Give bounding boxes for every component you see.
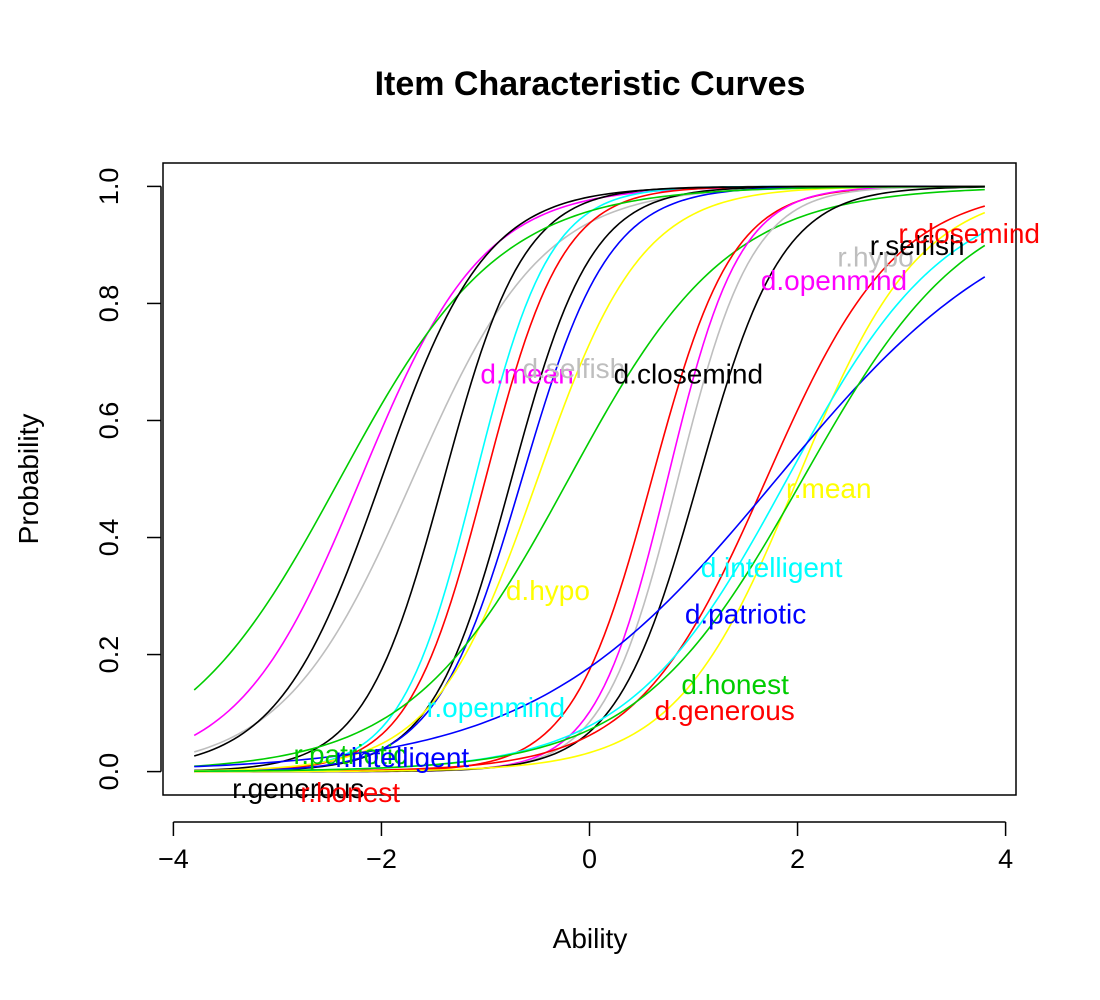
y-tick-label: 0.8 [94,285,124,323]
x-tick-label: −2 [366,844,397,874]
curve-label-d-selfish: d.selfish [523,353,626,384]
y-axis-label: Probability [13,414,44,545]
x-axis-label: Ability [553,923,628,954]
curve-label-d-mean: d.mean [480,359,573,390]
y-tick-label: 1.0 [94,168,124,206]
x-tick-label: −4 [158,844,189,874]
y-axis: 0.0 0.2 0.4 0.6 0.8 1.0 [94,168,162,791]
curve-r-generous [194,244,986,772]
curve-label-r-honest: r.honest [300,777,400,808]
x-tick-label: 4 [998,844,1013,874]
curve-r-curious [193,185,985,757]
curve-label-d-intelligent: d.intelligent [701,552,843,583]
curve-d-curious [193,185,985,691]
curve-label-d-honest: d.honest [681,669,789,700]
y-tick-label: 0.6 [94,402,124,440]
curve-label-r-generous: r.generous [232,773,364,804]
plot-frame [162,162,1017,796]
x-tick-label: 2 [790,844,805,874]
curve-label-r-openmind: r.openmind [427,692,566,723]
curve-label-r-hypo: r.hypo [837,242,913,273]
curve-label-r-mean: r.mean [786,473,872,504]
curve-r-mean [194,211,986,773]
curve-label-d-closemind: d.closemind [614,359,763,390]
curve-d-honest [194,188,985,768]
curve-d-patriotic [194,276,986,768]
curve-label-r-closemind: r.closemind [898,218,1040,249]
curves-group [193,185,986,773]
curve-label-d-generous: d.generous [655,695,795,726]
curve-label-d-openmind: d.openmind [761,265,907,296]
curve-label-r-patriotic: r.patriotic [293,739,407,770]
y-tick-label: 0.4 [94,519,124,557]
curve-label-r-selfish: r.selfish [870,230,965,261]
curve-label-r-intelligent: r.intelligent [335,742,469,773]
x-axis: −4 −2 0 2 4 [158,821,1013,874]
curve-label-d-patriotic: d.patriotic [685,599,806,630]
curve-label-d-hypo: d.hypo [506,575,590,606]
y-tick-label: 0.2 [94,636,124,674]
x-tick-label: 0 [582,844,597,874]
y-tick-label: 0.0 [94,753,124,791]
chart-title: Item Characteristic Curves [375,65,806,103]
